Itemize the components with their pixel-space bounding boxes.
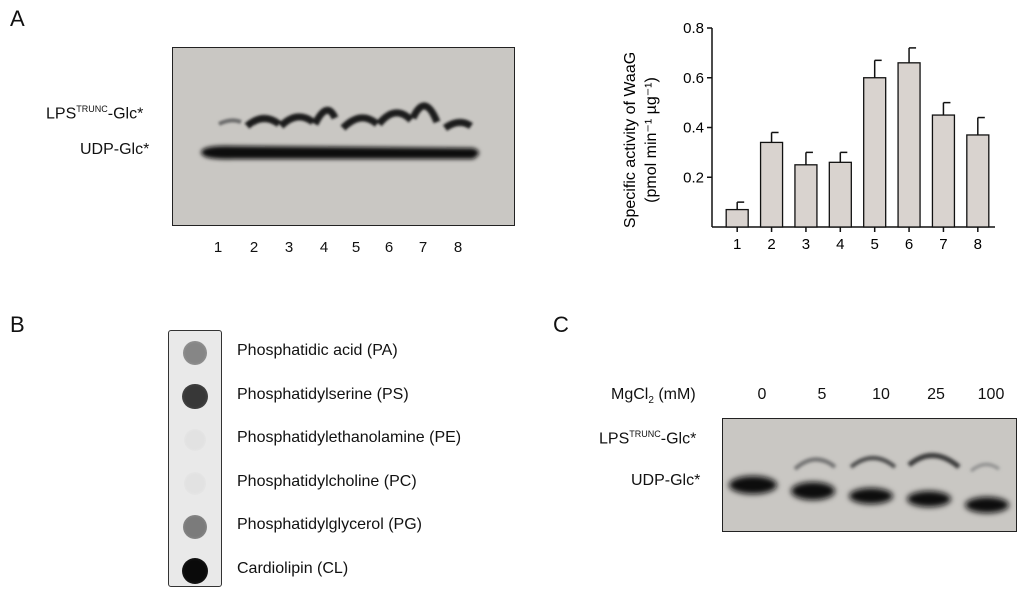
x-tick-label-1: 1 [733,236,741,253]
gel-a-lps-band-label: LPSTRUNC-Glc* [46,104,144,123]
lipid-spot [182,383,208,410]
gel-a-bands [201,102,479,160]
lipid-spot [182,557,208,584]
mgcl2-conc-10: 10 [872,386,890,403]
gel-a-lps-bands [218,102,473,131]
y-axis-unit-label: (pmol min⁻¹ µg⁻¹) [643,77,660,203]
gel-image-a [172,47,515,226]
gel-a-lane-8: 8 [453,239,463,256]
gel-c-lps-band-label: LPSTRUNC-Glc* [599,429,697,448]
bar-6 [897,62,921,228]
x-tick-label-6: 6 [905,236,913,253]
x-tick-label-2: 2 [767,236,775,253]
bar-2 [759,141,784,228]
chart-axes: 0.2 0.4 0.6 0.8 1 2 3 4 5 6 7 8 [683,20,995,253]
x-tick-label-7: 7 [939,236,947,253]
panel-label-c: C [553,312,569,337]
bar-3 [794,164,818,228]
lipid-spot [183,341,207,365]
gel-a-lane-7: 7 [418,239,428,256]
lipid-spot [183,472,207,495]
x-tick-label-4: 4 [836,236,844,253]
y-tick-label: 0.2 [683,169,704,186]
lipid-label: Phosphatidic acid (PA) [237,342,398,359]
gel-c-bands [729,453,1009,513]
bar-5 [863,77,887,228]
bar-7 [931,114,956,228]
activity-bar-chart: 0.2 0.4 0.6 0.8 1 2 3 4 5 6 7 8 Specific activity o… [622,20,995,253]
lipid-label: Cardiolipin (CL) [237,559,349,577]
gel-a-udp-band [201,145,479,160]
gel-a-lane-3: 3 [284,239,294,256]
mgcl2-header-label: MgCl2 (mM) [611,386,696,407]
x-tick-label-3: 3 [802,236,810,253]
chart-bars [725,47,990,228]
lipid-label: Phosphatidylglycerol (PG) [237,516,422,533]
mgcl2-conc-100: 100 [977,386,1005,403]
x-tick-label-5: 5 [871,236,879,253]
y-tick-label: 0.6 [683,70,704,87]
gel-a-lane-5: 5 [351,239,361,256]
panel-label-a: A [10,6,25,31]
y-axis-label: Specific activity of WaaG [622,52,639,228]
bar-8 [966,134,990,228]
panel-label-b: B [10,312,25,337]
y-tick-label: 0.8 [683,20,704,37]
gel-image-c [722,418,1017,532]
bar-1 [725,208,749,228]
mgcl2-conc-25: 25 [927,386,945,403]
lipid-label: Phosphatidylcholine (PC) [237,472,417,490]
mgcl2-conc-5: 5 [817,386,827,403]
y-tick-label: 0.4 [683,120,704,137]
gel-a-lane-6: 6 [384,239,394,256]
bar-4 [828,161,852,228]
gel-c-lps-bands [793,453,1000,473]
gel-a-udp-band-label: UDP-Glc* [80,141,150,158]
lipid-spot [183,515,207,539]
gel-a-lane-2: 2 [249,239,259,256]
x-tick-label-8: 8 [974,236,982,253]
gel-c-udp-band-label: UDP-Glc* [631,472,701,489]
lipid-label: Phosphatidylethanolamine (PE) [237,429,462,446]
lipid-strip [168,330,222,587]
lipid-label: Phosphatidylserine (PS) [237,385,409,403]
gel-c-udp-bands [729,476,1009,513]
mgcl2-conc-0: 0 [757,386,767,403]
gel-a-lane-1: 1 [213,239,223,256]
lipid-spot [183,428,207,452]
gel-a-lane-4: 4 [319,239,329,256]
